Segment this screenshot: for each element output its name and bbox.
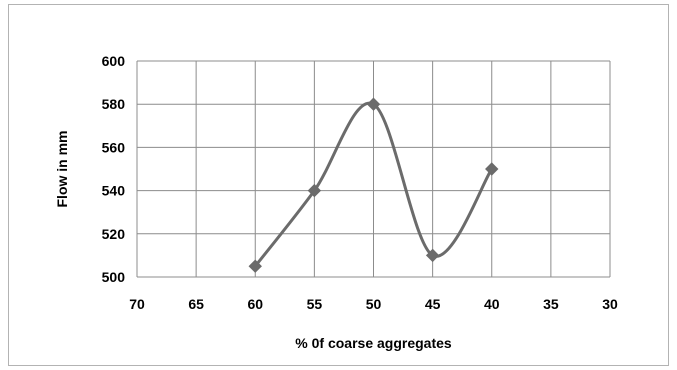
data-point xyxy=(485,162,499,176)
x-tick-label: 50 xyxy=(366,296,382,312)
y-tick-label: 520 xyxy=(102,226,126,242)
data-point xyxy=(425,248,440,263)
tick-labels: 500 520 540 560 580 600 70 65 60 55 50 45 40 35 30 xyxy=(102,53,618,312)
y-tick-label: 540 xyxy=(102,183,126,199)
data-point xyxy=(366,97,381,111)
x-tick-label: 55 xyxy=(307,296,323,312)
y-tick-label: 560 xyxy=(102,139,126,155)
grid xyxy=(136,60,611,278)
y-axis-label: Flow in mm xyxy=(54,131,70,208)
x-tick-label: 30 xyxy=(602,296,618,312)
x-tick-label: 40 xyxy=(484,296,500,312)
x-tick-label: 35 xyxy=(543,296,559,312)
y-tick-label: 580 xyxy=(102,96,126,112)
series-line xyxy=(254,101,494,268)
x-tick-label: 70 xyxy=(129,296,145,312)
series-layer xyxy=(248,97,499,273)
x-tick-label: 45 xyxy=(425,296,441,312)
data-point xyxy=(307,183,322,198)
chart-frame xyxy=(8,4,669,366)
x-tick-label: 65 xyxy=(188,296,204,312)
y-tick-label: 600 xyxy=(102,53,126,69)
data-point xyxy=(248,259,262,273)
x-tick-label: 60 xyxy=(247,296,263,312)
x-axis-label: % 0f coarse aggregates xyxy=(295,335,452,351)
y-tick-label: 500 xyxy=(102,269,126,285)
